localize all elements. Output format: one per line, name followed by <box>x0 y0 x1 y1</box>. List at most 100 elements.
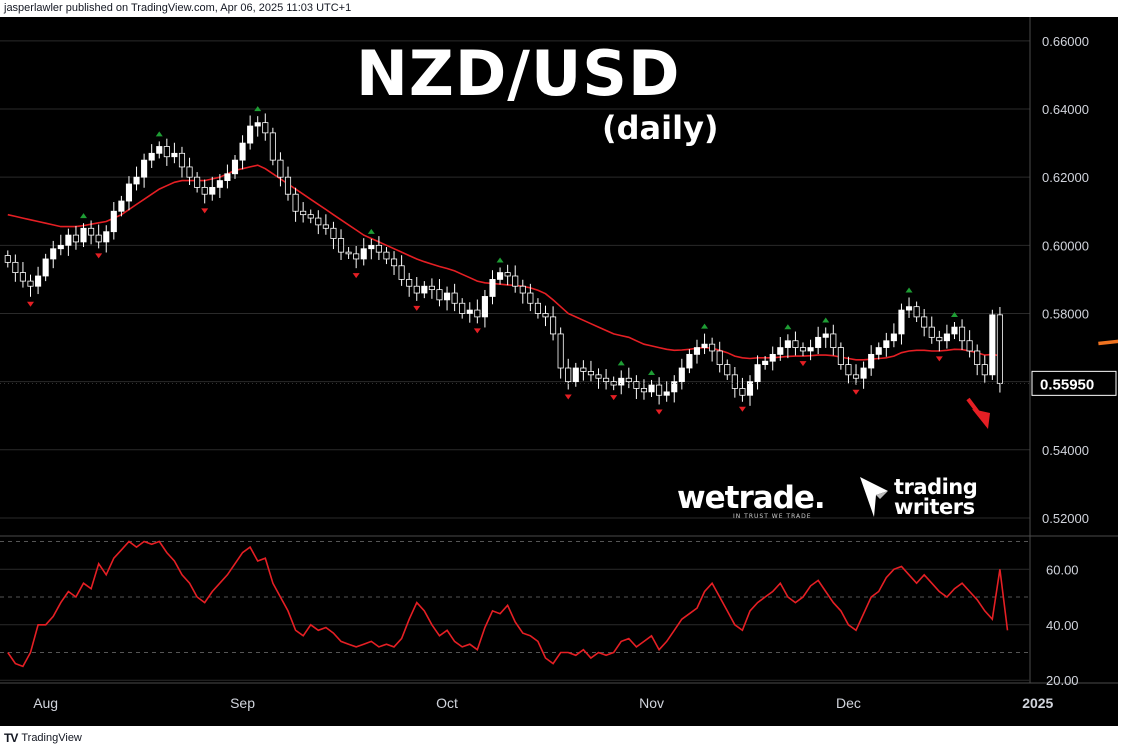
candle-body <box>959 326 966 342</box>
candle-body <box>921 316 928 328</box>
candle-body <box>231 159 239 175</box>
chart-frame[interactable]: 0.660000.640000.620000.600000.580000.560… <box>0 17 1118 726</box>
candle-body <box>421 285 428 294</box>
rsi-tick-label: 20.00 <box>1046 673 1079 688</box>
candle-body <box>277 159 284 178</box>
candle-body <box>466 309 473 314</box>
candle-body <box>284 176 292 195</box>
price-tick-label: 0.66000 <box>1042 34 1089 49</box>
candle-body <box>951 326 958 335</box>
fractal-down-arrow <box>738 406 746 412</box>
candle-body <box>656 384 663 396</box>
candle-body <box>171 152 178 158</box>
price-tick-label: 0.64000 <box>1042 102 1089 117</box>
candle-body <box>186 166 193 178</box>
last-price-label: 0.55950 <box>1040 376 1094 393</box>
candle-body <box>398 265 405 280</box>
fractal-down-arrow <box>610 395 618 401</box>
candle-body <box>368 244 375 250</box>
trading-writers-logo: trading writers <box>894 477 978 518</box>
candle-body <box>125 183 133 202</box>
candle-body <box>777 347 784 355</box>
candle-body <box>72 234 79 243</box>
candle-body <box>337 238 345 253</box>
fractal-up-arrow <box>367 228 375 234</box>
chart-title: NZD/USD <box>356 37 681 110</box>
fractal-down-arrow <box>201 208 209 214</box>
candle-body <box>671 381 678 393</box>
price-tick-label: 0.52000 <box>1042 511 1089 526</box>
candle-body <box>80 227 87 243</box>
footer-label: TradingView <box>21 732 82 744</box>
candle-body <box>497 272 504 280</box>
wetrade-tagline: IN TRUST WE TRADE <box>733 513 812 520</box>
candle-body <box>625 377 632 383</box>
candle-body <box>406 279 413 287</box>
channel-upper-line <box>1098 339 1118 346</box>
candle-body <box>428 285 435 291</box>
candle-body <box>701 343 708 348</box>
candle-body <box>618 377 625 386</box>
candle-body <box>413 285 420 294</box>
candle-body <box>905 306 913 311</box>
candle-body <box>875 347 882 355</box>
candle-body <box>322 224 329 229</box>
time-axis-label: 2025 <box>1022 695 1053 711</box>
candle-body <box>345 251 352 255</box>
candle-body <box>57 244 64 250</box>
candle-body <box>42 258 49 277</box>
chart-canvas[interactable]: 0.660000.640000.620000.600000.580000.560… <box>0 17 1118 726</box>
fractal-up-arrow <box>617 360 625 366</box>
candle-body <box>603 377 610 383</box>
candle-body <box>693 347 701 355</box>
candle-body <box>35 275 42 287</box>
candle-body <box>784 340 791 348</box>
candle-body <box>141 159 148 178</box>
time-axis-label: Sep <box>230 695 255 711</box>
candle-body <box>913 306 920 318</box>
fractal-up-arrow <box>905 287 913 293</box>
tradingview-logo-icon: TV <box>4 731 18 745</box>
candle-body <box>12 261 19 273</box>
candle-body <box>557 333 564 369</box>
candle-body <box>481 296 488 318</box>
candle-body <box>133 176 140 185</box>
candle-body <box>936 336 943 342</box>
candle-body <box>262 122 269 134</box>
candle-body <box>194 176 201 188</box>
candle-body <box>269 132 276 161</box>
candle-body <box>292 193 299 212</box>
fractal-down-arrow <box>413 305 421 311</box>
price-tick-label: 0.62000 <box>1042 170 1089 185</box>
fractal-down-arrow <box>655 409 663 415</box>
candle-body <box>648 384 655 393</box>
rsi-line <box>7 540 1009 668</box>
fractal-down-arrow <box>935 356 943 362</box>
candle-body <box>201 186 208 195</box>
wetrade-logo: wetrade. <box>677 480 826 516</box>
moving-average-line <box>7 164 1001 361</box>
candle-body <box>27 280 34 287</box>
candle-body <box>330 227 337 239</box>
time-axis-label: Dec <box>836 695 861 711</box>
candle-body <box>360 248 367 260</box>
fractal-up-arrow <box>701 323 709 329</box>
candle-body <box>974 350 981 366</box>
candle-body <box>178 152 186 168</box>
candle-body <box>883 340 890 348</box>
candle-body <box>610 381 617 386</box>
candle-body <box>383 251 390 260</box>
candle-body <box>224 173 231 181</box>
candle-body <box>527 292 534 304</box>
candle-body <box>110 210 117 233</box>
candle-body <box>716 350 723 366</box>
candle-body <box>928 326 935 338</box>
candle-body <box>474 309 481 318</box>
fractal-up-arrow <box>80 213 88 219</box>
fractal-down-arrow <box>95 253 103 259</box>
candle-body <box>663 391 670 396</box>
candle-body <box>799 347 807 352</box>
candle-body <box>890 333 897 342</box>
candle-body <box>209 186 216 195</box>
fractal-up-arrow <box>155 131 163 137</box>
